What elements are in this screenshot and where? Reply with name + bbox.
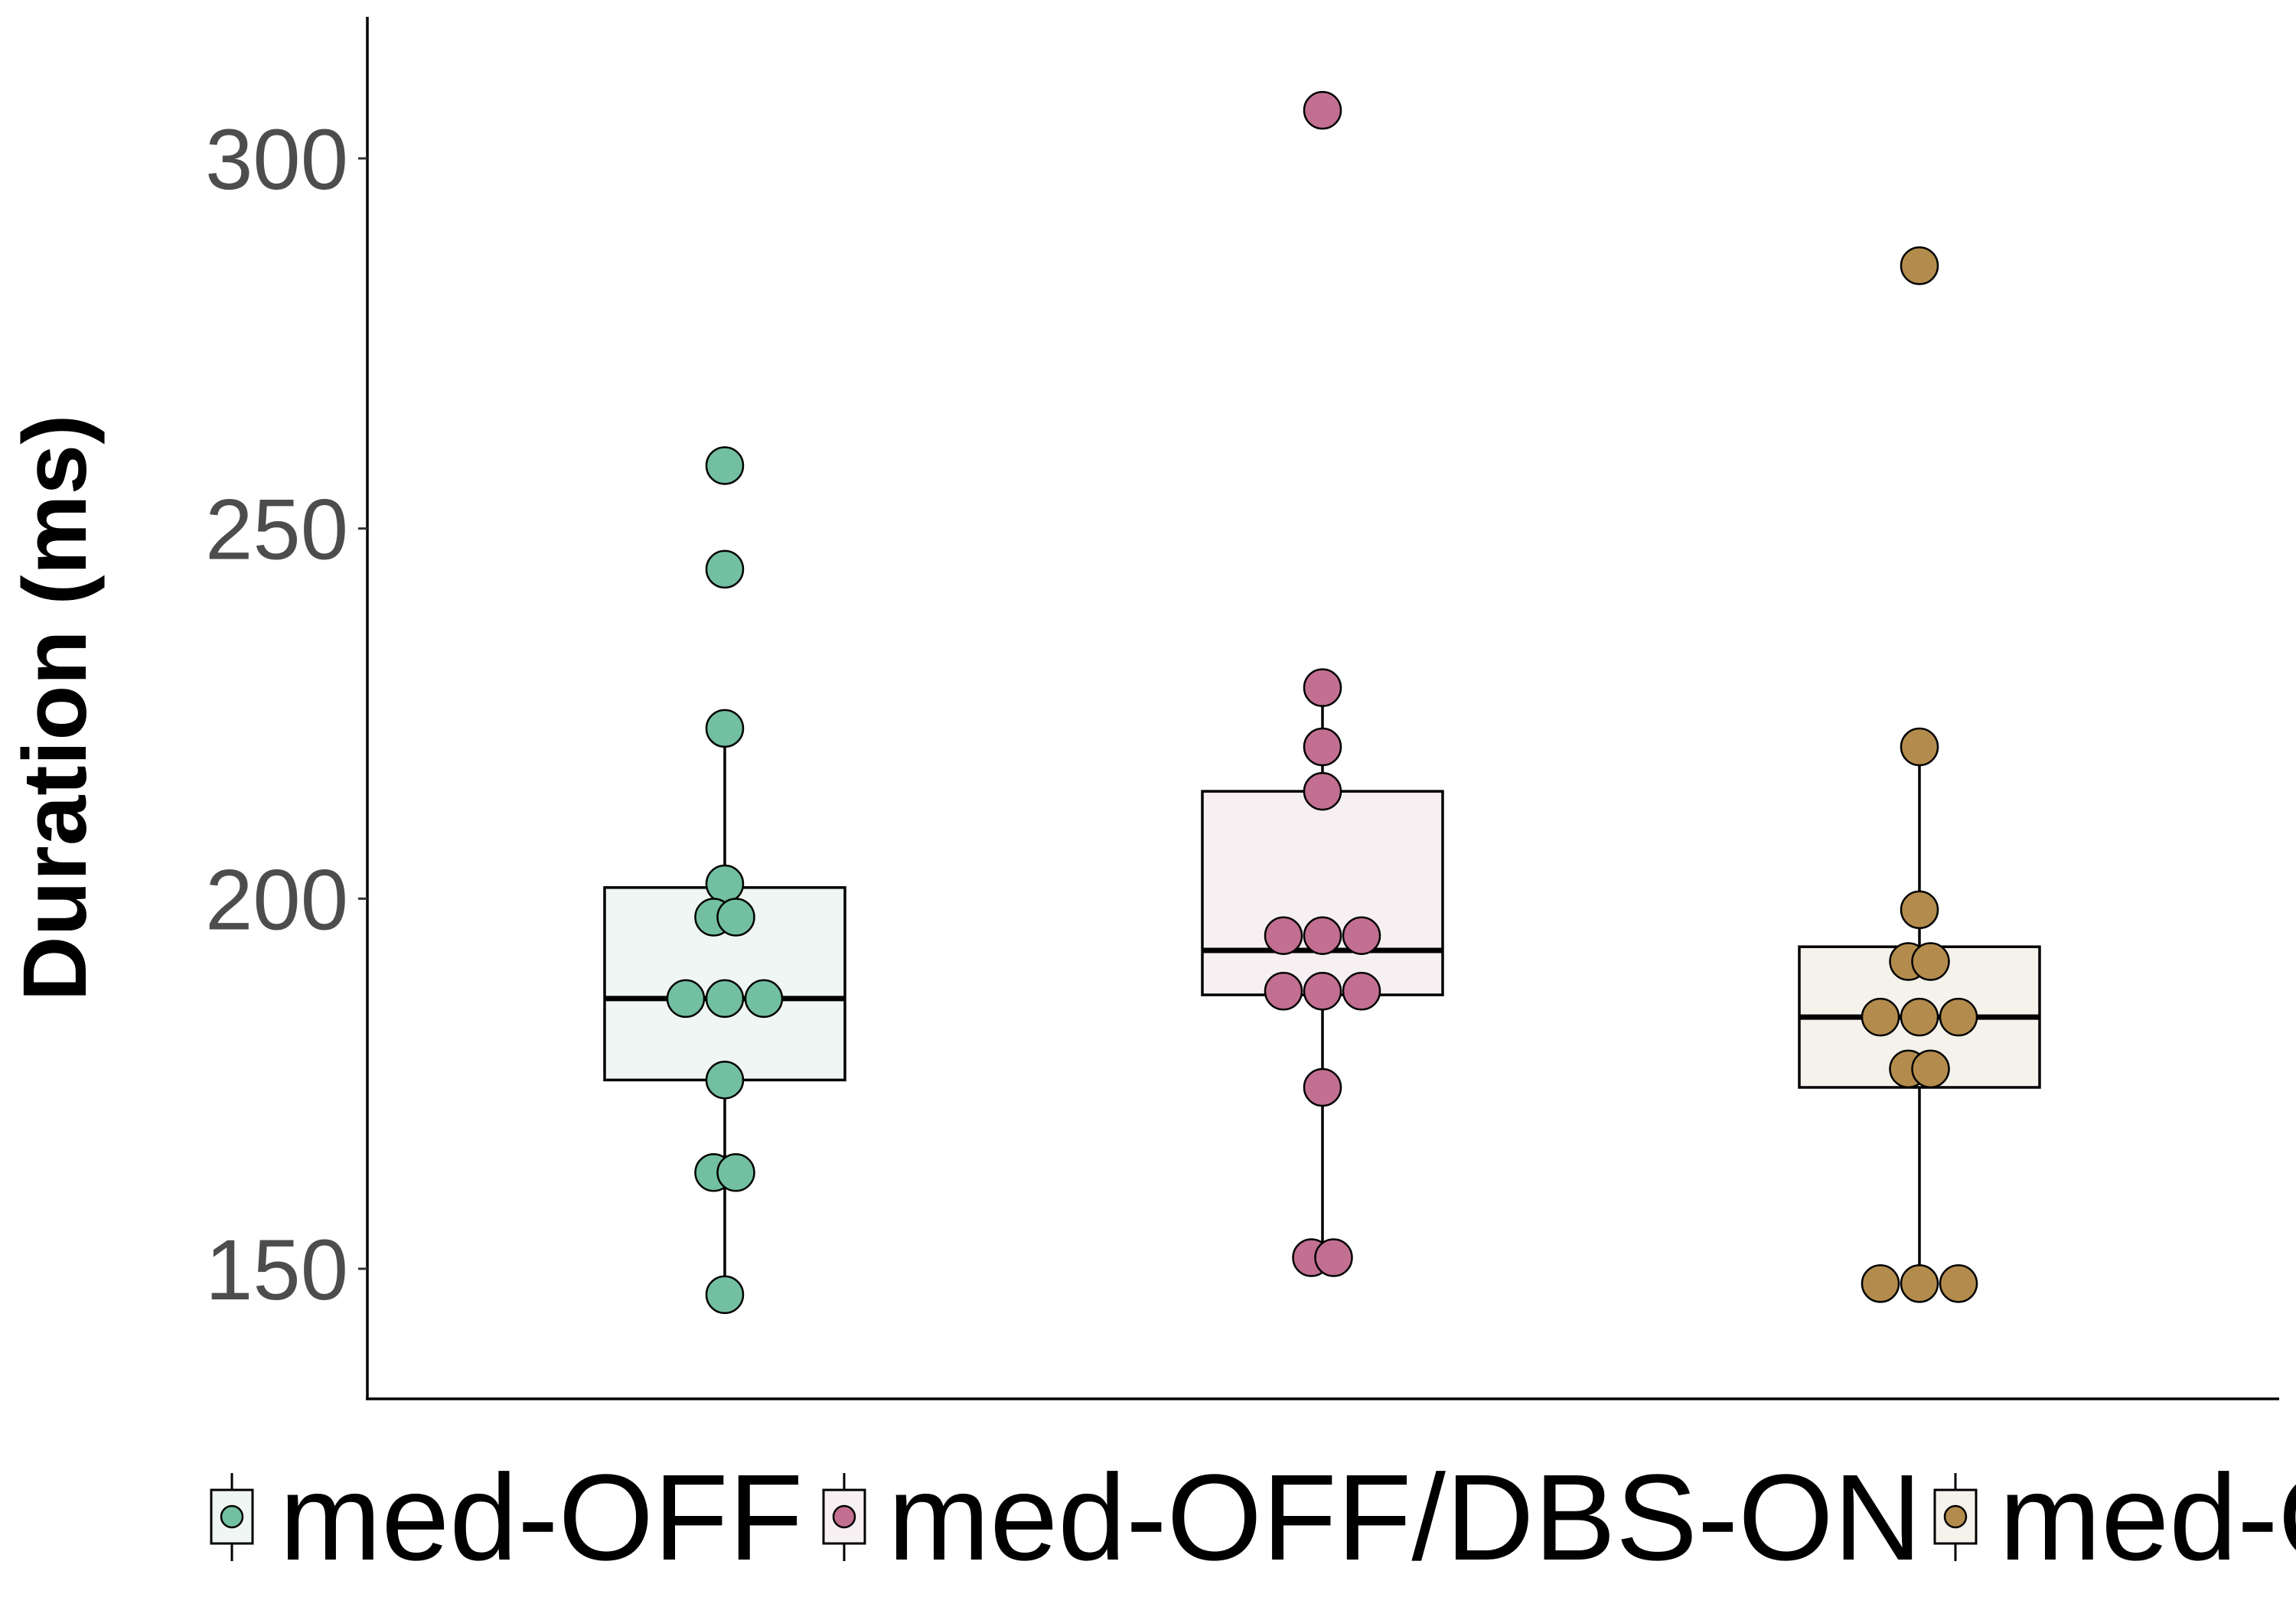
- y-tick-label: 300: [205, 112, 348, 207]
- legend-key-dot: [1943, 1504, 1968, 1529]
- box-groups: [603, 90, 2041, 1315]
- legend-item: med-ON/DBS-ON: [1933, 1449, 2296, 1586]
- data-point: [1900, 1264, 1939, 1303]
- legend-label: med-OFF: [279, 1449, 803, 1586]
- data-point: [744, 979, 784, 1019]
- y-axis-label: Duration (ms): [5, 415, 106, 1002]
- data-point: [1939, 997, 1978, 1037]
- data-point: [705, 709, 745, 748]
- box: [1201, 790, 1444, 996]
- legend-key-dot: [832, 1504, 856, 1529]
- legend-item: med-OFF: [210, 1449, 803, 1586]
- data-point: [705, 979, 745, 1019]
- data-point: [1900, 246, 1939, 285]
- data-point: [1861, 997, 1900, 1037]
- data-point: [716, 1152, 755, 1192]
- data-point: [705, 446, 745, 485]
- data-point: [1911, 1049, 1950, 1089]
- data-point: [1314, 1238, 1353, 1277]
- data-point: [1303, 1068, 1342, 1107]
- data-point: [705, 864, 745, 904]
- data-point: [705, 549, 745, 589]
- data-point: [1303, 916, 1342, 955]
- box-group: [1201, 90, 1444, 1277]
- data-point: [1939, 1264, 1978, 1303]
- data-point: [1264, 972, 1303, 1011]
- data-point: [1264, 916, 1303, 955]
- data-point: [1861, 1264, 1900, 1303]
- data-point: [1900, 727, 1939, 767]
- legend-key-dot: [220, 1504, 244, 1529]
- box-group: [1798, 246, 2041, 1303]
- data-point: [1303, 90, 1342, 130]
- data-point: [705, 1275, 745, 1315]
- box-group: [603, 446, 846, 1315]
- data-point: [1900, 997, 1939, 1037]
- legend-key-box: [1933, 1488, 1978, 1545]
- legend: med-OFF med-OFF/DBS-ON med-ON/DBS-ON: [210, 1449, 2296, 1586]
- data-point: [1911, 942, 1950, 981]
- data-point: [666, 979, 706, 1019]
- legend-label: med-ON/DBS-ON: [1999, 1449, 2296, 1586]
- data-point: [1303, 972, 1342, 1011]
- legend-label: med-OFF/DBS-ON: [888, 1449, 1922, 1586]
- axes: Duration (ms): [5, 17, 2279, 1400]
- y-tick-label: 250: [205, 482, 348, 578]
- data-point: [1342, 972, 1381, 1011]
- y-tick-label: 150: [205, 1222, 348, 1318]
- data-point: [716, 898, 755, 937]
- data-point: [1900, 890, 1939, 930]
- data-point: [1303, 727, 1342, 767]
- data-point: [1303, 668, 1342, 707]
- data-point: [705, 1061, 745, 1100]
- legend-item: med-OFF/DBS-ON: [822, 1449, 1922, 1586]
- y-ticks: 150 200 250 300: [205, 112, 367, 1318]
- y-tick-label: 200: [205, 852, 348, 947]
- data-point: [1303, 771, 1342, 811]
- data-point: [1342, 916, 1381, 955]
